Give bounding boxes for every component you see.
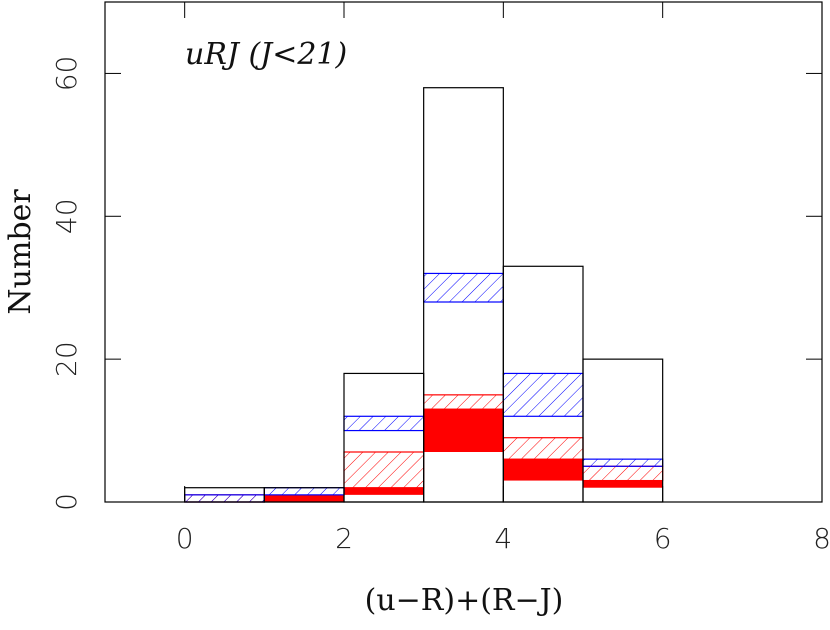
x-tick-label: 6	[654, 522, 672, 555]
x-tick-label: 8	[813, 522, 830, 555]
histogram-band	[582, 458, 664, 467]
histogram-band	[344, 487, 424, 495]
histogram-band	[502, 372, 584, 417]
histogram-band	[503, 459, 583, 481]
histogram-band	[582, 465, 664, 482]
histogram-band	[583, 480, 663, 488]
x-tick-label: 4	[494, 522, 512, 555]
histogram-band	[184, 494, 265, 503]
x-tick-label: 2	[335, 522, 353, 555]
y-tick-label: 60	[50, 56, 83, 92]
chart-title: uRJ (J<21)	[185, 37, 347, 72]
histogram-band	[343, 451, 425, 489]
x-axis-label: (u−R)+(R−J)	[365, 583, 564, 618]
histogram-band	[264, 494, 344, 502]
histogram-band	[502, 437, 584, 460]
histogram-band	[263, 487, 345, 496]
y-tick-label: 0	[50, 493, 83, 511]
y-tick-label: 40	[50, 198, 83, 234]
plot-area	[184, 87, 664, 503]
frame	[104, 1, 823, 503]
histogram-band	[423, 409, 504, 452]
histogram-band	[423, 272, 504, 303]
y-tick-label: 20	[50, 341, 83, 377]
y-axis-label: Number	[3, 189, 38, 315]
histogram-band	[343, 415, 425, 432]
histogram-band	[423, 394, 504, 410]
x-tick-label: 0	[176, 522, 194, 555]
